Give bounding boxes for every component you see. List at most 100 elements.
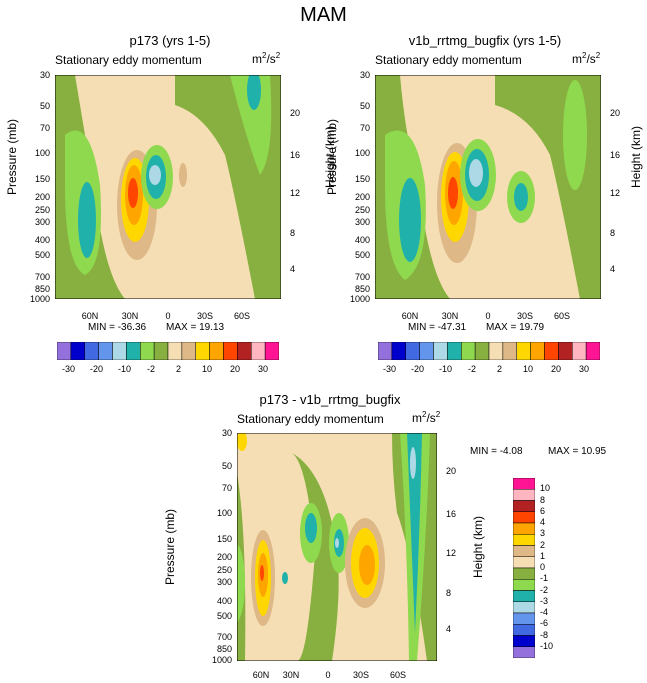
p3-htick-1: 16 (446, 509, 457, 519)
cb1-label-1: -20 (90, 364, 104, 374)
panel-1-pos-core (128, 178, 138, 208)
cb2-label-6: 20 (551, 364, 562, 374)
p1-ptick-9: 500 (34, 250, 50, 260)
colorbar-diff-label: 3 (540, 528, 546, 539)
panel-3-units: m2/s2 (412, 410, 441, 425)
p2-ptick-2: 70 (359, 123, 370, 133)
panel-1-title: p173 (yrs 1-5) (129, 33, 211, 48)
panel-1-min: MIN = -36.36 (88, 322, 147, 333)
p3-ptick-1: 50 (221, 461, 232, 471)
p1-ptick-4: 150 (34, 174, 50, 184)
panel-1-pos-small (179, 163, 187, 187)
colorbar-swatch (126, 342, 141, 360)
colorbar-diff-swatch (513, 646, 535, 658)
p1-ptick-10: 700 (34, 272, 50, 282)
panel-2-neg-upper (563, 80, 587, 190)
p1-lattick-1: 30N (121, 311, 139, 321)
p2-ptick-3: 100 (354, 148, 370, 158)
panel-1-subtitle: Stationary eddy momentum (55, 53, 202, 67)
colorbar-swatch (516, 342, 531, 360)
colorbar-diff-swatch (513, 534, 535, 546)
p1-ptick-6: 250 (34, 205, 50, 215)
colorbar-diff-label: -1 (540, 573, 549, 584)
panel-2-neg-core-mid (514, 183, 528, 211)
p1-lattick-4: 60S (233, 311, 250, 321)
p3-ptick-12: 1000 (211, 655, 232, 665)
cb1-label-7: 30 (258, 364, 269, 374)
p3-ptick-5: 200 (216, 552, 232, 562)
p1-htick-2: 12 (290, 188, 301, 198)
colorbar-diff-label: 1 (540, 550, 546, 561)
p2-ptick-12: 1000 (349, 294, 370, 304)
p3-ptick-11: 850 (216, 644, 232, 654)
colorbar-swatch (70, 342, 86, 360)
panel-2-y2label: Height (km) (629, 126, 643, 189)
colorbar-swatch (181, 342, 197, 360)
colorbar-top-1-labels: -30 -20 -10 -2 2 10 20 30 (57, 364, 279, 376)
colorbar-swatch (57, 342, 72, 360)
colorbar-swatch (474, 342, 490, 360)
panel-3-pos-core (260, 565, 264, 581)
colorbar-swatch (530, 342, 545, 360)
panel-2-units: m2/s2 (572, 51, 601, 66)
panel-1-neg-upper (247, 75, 261, 110)
p2-ptick-7: 300 (354, 217, 370, 227)
p2-ptick-0: 30 (359, 70, 370, 80)
panel-2-ylabel: Pressure (mb) (325, 119, 339, 196)
panel-3-neg-column-core (410, 447, 416, 479)
panel-3-title: p173 - v1b_rrtmg_bugfix (259, 392, 401, 407)
colorbar-top-2 (378, 342, 600, 360)
colorbar-diff-swatch (513, 612, 535, 625)
panel-3-subtitle: Stationary eddy momentum (237, 412, 384, 426)
cb2-label-0: -30 (383, 364, 397, 374)
p2-lattick-0: 60N (401, 311, 419, 321)
p1-ptick-2: 70 (39, 123, 50, 133)
colorbar-diff-label: 10 (540, 483, 551, 494)
colorbar-swatch (544, 342, 559, 360)
panel-3-max: MAX = 10.95 (548, 446, 607, 457)
p2-ptick-8: 400 (354, 235, 370, 245)
panel-3-min: MIN = -4.08 (470, 446, 523, 457)
p2-lattick-3: 30S (516, 311, 533, 321)
colorbar-swatch (447, 342, 462, 360)
colorbar-swatch (378, 342, 393, 360)
cb1-label-2: -10 (118, 364, 132, 374)
p1-ptick-8: 400 (34, 235, 50, 245)
panel-3-neg-left (237, 543, 245, 623)
colorbar-diff-swatch (513, 478, 535, 490)
p3-lattick-4: 60S (389, 670, 406, 680)
p3-htick-2: 12 (446, 548, 457, 558)
panel-1-units: m2/s2 (252, 51, 281, 66)
p2-htick-4: 4 (610, 264, 616, 274)
p2-ptick-10: 700 (354, 272, 370, 282)
p3-htick-3: 8 (446, 588, 452, 598)
colorbar-diff-label: -2 (540, 584, 549, 595)
p1-htick-0: 20 (290, 108, 301, 118)
panel-1-neg-core (149, 165, 161, 185)
colorbar-swatch (98, 342, 113, 360)
panel-2-max: MAX = 19.79 (486, 322, 545, 333)
p3-ptick-6: 250 (216, 565, 232, 575)
colorbar-diff (513, 478, 535, 658)
colorbar-swatch (167, 342, 183, 360)
panel-2-neg-core (469, 159, 483, 187)
panel-3-ylabel: Pressure (mb) (163, 509, 177, 586)
cb2-label-3: -2 (468, 364, 477, 374)
colorbar-diff-label: -10 (540, 640, 554, 651)
p1-ptick-11: 850 (34, 284, 50, 294)
panel-1-ylabel: Pressure (mb) (5, 119, 19, 196)
p1-lattick-3: 30S (196, 311, 213, 321)
colorbar-swatch (195, 342, 210, 360)
p1-lattick-2: 0 (165, 311, 171, 321)
colorbar-swatch (585, 342, 600, 360)
colorbar-diff-swatch (513, 522, 535, 535)
colorbar-diff-swatch (513, 556, 535, 569)
colorbar-swatch (502, 342, 518, 360)
colorbar-swatch (488, 342, 504, 360)
p3-ptick-7: 300 (216, 577, 232, 587)
colorbar-top-2-labels: -30 -20 -10 -2 2 10 20 30 (378, 364, 600, 376)
panel-3-y2label: Height (km) (471, 516, 485, 579)
p3-ptick-0: 30 (221, 428, 232, 438)
cb1-label-0: -30 (62, 364, 76, 374)
colorbar-diff-swatch (513, 511, 535, 524)
